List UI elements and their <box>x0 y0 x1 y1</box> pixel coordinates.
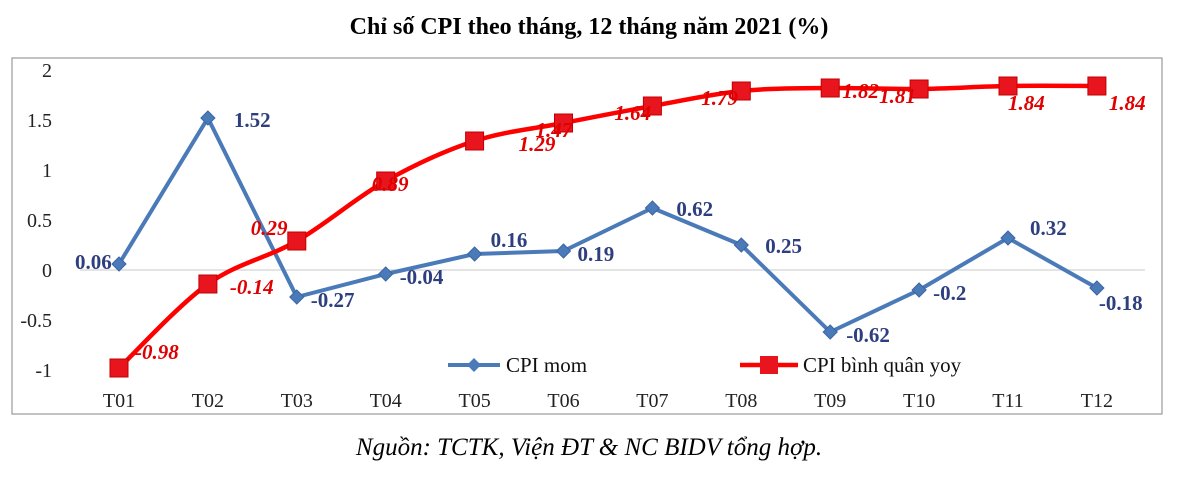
y-tick-label: 0.5 <box>27 210 52 232</box>
data-label-yoy: 1.29 <box>519 132 556 156</box>
data-point-mom <box>911 282 927 298</box>
x-tick-label: T02 <box>192 390 224 412</box>
data-label-yoy: 1.81 <box>879 84 916 108</box>
data-label-mom: -0.27 <box>311 288 355 312</box>
data-label-mom: -0.62 <box>846 323 890 347</box>
data-point-mom <box>733 237 750 253</box>
y-tick-label: -0.5 <box>20 310 52 332</box>
data-label-yoy: 1.47 <box>536 118 574 142</box>
data-point-yoy <box>1087 76 1107 96</box>
x-tick-label: T07 <box>636 390 668 412</box>
y-tick-label: -1 <box>35 360 52 382</box>
data-label-mom: 0.16 <box>491 228 528 252</box>
data-point-yoy <box>198 274 218 294</box>
data-point-yoy <box>642 96 662 116</box>
y-tick-label: 0 <box>42 260 52 282</box>
data-point-mom <box>1089 280 1105 296</box>
data-point-yoy <box>820 78 840 98</box>
data-point-yoy <box>376 171 396 191</box>
data-point-yoy <box>287 231 307 251</box>
data-label-mom: 0.25 <box>765 234 802 258</box>
data-label-yoy: -0.14 <box>230 275 274 299</box>
data-label-yoy: 1.79 <box>701 86 738 110</box>
data-point-mom <box>466 246 483 262</box>
data-label-yoy: -0.98 <box>135 340 179 364</box>
legend-marker-yoy <box>760 356 778 374</box>
data-label-mom: -0.2 <box>933 281 966 305</box>
legend-marker-mom <box>467 358 481 372</box>
source-note: Nguồn: TCTK, Viện ĐT & NC BIDV tổng hợp. <box>355 434 823 461</box>
x-tick-label: T09 <box>814 390 846 412</box>
x-tick-label: T10 <box>903 390 935 412</box>
data-label-yoy: 0.89 <box>372 172 409 196</box>
x-tick-label: T12 <box>1081 390 1113 412</box>
x-tick-label: T03 <box>281 390 313 412</box>
data-point-yoy <box>554 113 573 133</box>
data-label-mom: -0.04 <box>400 265 444 289</box>
data-label-yoy: 1.84 <box>1008 91 1045 115</box>
plot-frame <box>11 57 1163 415</box>
data-point-yoy <box>109 358 129 378</box>
data-label-mom: 0.32 <box>1030 216 1067 240</box>
y-tick-label: 1.5 <box>27 110 52 132</box>
data-label-yoy: 1.64 <box>614 101 651 125</box>
legend-label-yoy: CPI bình quân yoy <box>803 353 962 377</box>
y-tick-label: 1 <box>42 160 52 182</box>
data-point-mom <box>111 256 127 272</box>
y-tick-label: 2 <box>42 60 52 82</box>
x-tick-label: T11 <box>992 390 1023 412</box>
data-point-mom <box>644 200 661 216</box>
data-point-yoy <box>998 76 1018 96</box>
data-label-mom: 0.19 <box>578 242 615 266</box>
data-point-mom <box>1000 230 1016 246</box>
data-label-yoy: 1.82 <box>842 79 879 103</box>
data-label-yoy: 1.84 <box>1109 91 1146 115</box>
x-tick-label: T06 <box>547 390 579 412</box>
data-point-yoy <box>909 79 929 99</box>
data-label-mom: 0.62 <box>676 197 713 221</box>
data-point-mom <box>200 110 216 126</box>
data-point-mom <box>289 289 305 305</box>
data-label-mom: 1.52 <box>234 108 271 132</box>
data-point-yoy <box>465 131 485 151</box>
data-point-mom <box>822 324 838 340</box>
x-tick-label: T08 <box>725 390 757 412</box>
series-line-cpi-mom <box>117 116 1098 334</box>
data-point-mom <box>555 243 572 259</box>
chart-title: Chỉ số CPI theo tháng, 12 tháng năm 2021… <box>349 14 829 40</box>
legend-label-mom: CPI mom <box>506 353 587 377</box>
data-point-mom <box>377 266 394 282</box>
x-tick-label: T01 <box>103 390 135 412</box>
x-tick-label: T04 <box>370 390 402 412</box>
x-tick-label: T05 <box>458 390 490 412</box>
data-label-mom: -0.18 <box>1099 291 1143 315</box>
data-label-yoy: 0.29 <box>251 216 288 240</box>
data-point-yoy <box>731 81 751 101</box>
data-label-mom: 0.06 <box>75 250 112 274</box>
legend: CPI mom CPI bình quân yoy <box>448 353 962 377</box>
